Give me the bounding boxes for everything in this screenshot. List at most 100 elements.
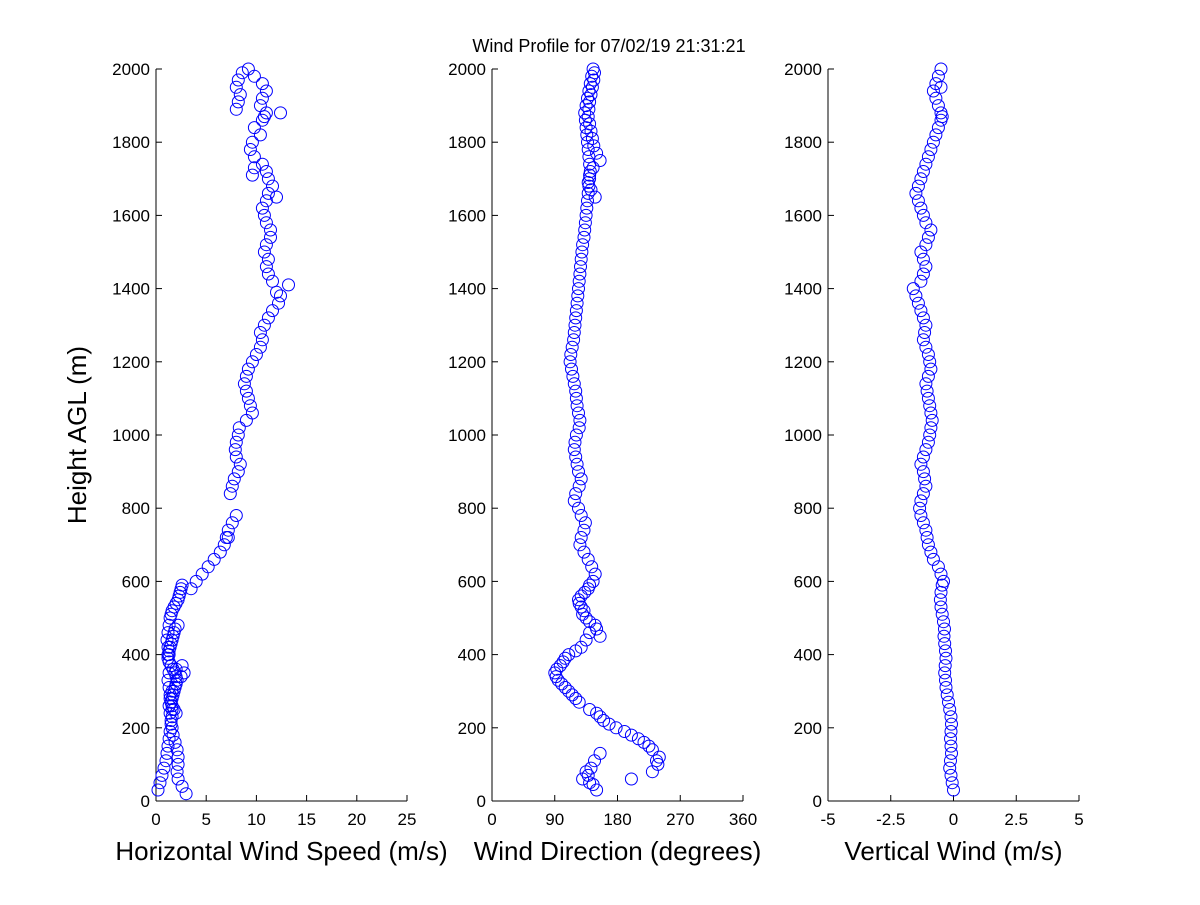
data-point bbox=[266, 179, 279, 193]
data-point bbox=[567, 377, 581, 391]
data-point bbox=[261, 172, 275, 186]
data-point bbox=[650, 754, 663, 768]
data-point bbox=[253, 340, 267, 354]
data-point bbox=[921, 391, 935, 405]
chart-title: Wind Profile for 07/02/19 21:31:21 bbox=[472, 36, 745, 56]
data-point bbox=[934, 600, 948, 614]
data-point bbox=[916, 165, 930, 178]
data-point bbox=[249, 348, 263, 361]
data-point bbox=[590, 706, 604, 720]
data-point bbox=[609, 721, 623, 735]
data-point bbox=[228, 443, 242, 457]
x-tick-label: 180 bbox=[603, 810, 631, 829]
data-point bbox=[586, 574, 600, 588]
data-point bbox=[282, 278, 295, 292]
y-axis-label: Height AGL (m) bbox=[62, 346, 92, 524]
data-point bbox=[261, 267, 275, 281]
data-point bbox=[919, 260, 933, 274]
data-point bbox=[274, 106, 287, 120]
data-point bbox=[255, 91, 269, 105]
y-tick-label: 400 bbox=[794, 646, 822, 665]
data-point bbox=[565, 688, 579, 702]
data-point bbox=[223, 487, 237, 501]
data-point bbox=[916, 333, 930, 347]
data-point bbox=[573, 538, 587, 552]
data-point bbox=[920, 384, 934, 398]
data-point bbox=[916, 516, 930, 530]
data-point bbox=[217, 538, 231, 552]
data-point bbox=[171, 750, 185, 764]
data-point bbox=[937, 615, 950, 629]
data-point bbox=[225, 516, 239, 530]
y-tick-label: 600 bbox=[122, 572, 150, 591]
data-point bbox=[259, 238, 273, 252]
data-point bbox=[245, 135, 259, 149]
data-point bbox=[921, 150, 935, 164]
x-tick-label: 5 bbox=[201, 810, 210, 829]
data-point bbox=[564, 348, 578, 361]
data-point bbox=[939, 644, 952, 658]
data-point bbox=[914, 201, 928, 215]
data-point bbox=[916, 450, 930, 464]
data-point bbox=[642, 739, 656, 753]
y-tick-label: 0 bbox=[813, 792, 822, 811]
data-point bbox=[261, 311, 275, 325]
data-point bbox=[581, 186, 595, 200]
data-point bbox=[170, 743, 184, 757]
data-point bbox=[618, 725, 631, 738]
data-point bbox=[909, 186, 923, 200]
data-point bbox=[583, 703, 597, 716]
data-point bbox=[243, 143, 257, 156]
data-point bbox=[577, 604, 591, 618]
data-point bbox=[241, 62, 255, 76]
data-point bbox=[569, 428, 583, 442]
data-point bbox=[163, 688, 177, 702]
data-point bbox=[944, 710, 958, 724]
data-point bbox=[938, 666, 952, 680]
y-tick-label: 2000 bbox=[784, 60, 822, 79]
data-point bbox=[164, 659, 178, 673]
data-point bbox=[919, 377, 933, 391]
data-point bbox=[165, 721, 179, 735]
data-point bbox=[943, 761, 957, 775]
y-tick-label: 1800 bbox=[112, 133, 150, 152]
data-point bbox=[935, 607, 949, 621]
x-tick-label: 0 bbox=[487, 810, 496, 829]
data-point bbox=[233, 457, 247, 471]
data-point bbox=[171, 757, 185, 771]
data-point bbox=[931, 121, 945, 135]
data-point bbox=[914, 304, 928, 318]
data-point bbox=[569, 692, 583, 705]
data-point bbox=[567, 333, 581, 347]
data-point bbox=[247, 69, 261, 83]
data-point bbox=[934, 567, 948, 581]
data-point bbox=[239, 384, 253, 398]
data-point bbox=[578, 106, 592, 120]
data-point bbox=[243, 399, 257, 413]
y-tick-label: 200 bbox=[794, 719, 822, 738]
data-point bbox=[165, 699, 179, 713]
data-point bbox=[573, 267, 587, 281]
data-point bbox=[562, 684, 576, 698]
y-tick-label: 1600 bbox=[784, 206, 822, 225]
data-point bbox=[221, 523, 235, 537]
panel-1: 0 200 400 600 800 1000 1200 1400 1600 1800 2000 0 5 1… bbox=[112, 60, 448, 866]
y-tick-label: 1400 bbox=[784, 280, 822, 299]
data-point bbox=[570, 399, 584, 413]
y-tick-label: 600 bbox=[794, 572, 822, 591]
data-point bbox=[921, 230, 935, 244]
data-point bbox=[944, 754, 957, 768]
data-point bbox=[255, 201, 269, 215]
data-point bbox=[574, 531, 588, 544]
x-tick-label: 5 bbox=[1074, 810, 1083, 829]
data-point bbox=[574, 509, 588, 522]
data-point bbox=[253, 128, 267, 142]
data-point bbox=[919, 479, 933, 493]
data-point bbox=[582, 84, 596, 98]
data-point bbox=[924, 545, 938, 559]
data-point bbox=[166, 728, 180, 742]
data-point bbox=[264, 230, 277, 244]
data-point bbox=[926, 84, 940, 98]
data-point bbox=[245, 355, 259, 369]
data-point bbox=[175, 659, 189, 673]
